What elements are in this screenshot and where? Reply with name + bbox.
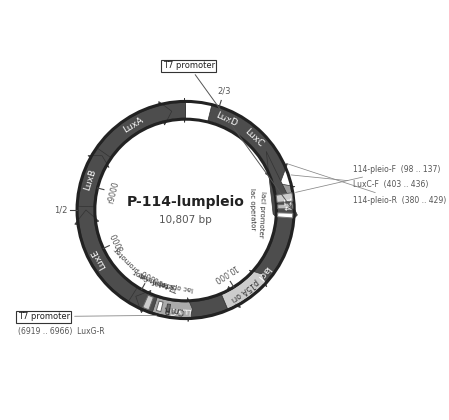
Text: LuxG: LuxG <box>168 304 191 315</box>
Text: S-Tag: S-Tag <box>156 278 176 289</box>
Text: 10,807 bp: 10,807 bp <box>159 215 212 225</box>
Text: 10,000: 10,000 <box>211 262 239 284</box>
Text: LuxE: LuxE <box>89 247 108 270</box>
Text: 114-pleio-R  (380 .. 429): 114-pleio-R (380 .. 429) <box>286 163 447 205</box>
Polygon shape <box>78 156 109 207</box>
Text: CmR: CmR <box>163 303 185 315</box>
Polygon shape <box>221 270 267 309</box>
Polygon shape <box>176 98 185 122</box>
Polygon shape <box>156 301 163 312</box>
Text: 6000: 6000 <box>139 266 160 284</box>
Text: lac operator: lac operator <box>249 188 255 230</box>
Polygon shape <box>97 102 172 158</box>
Polygon shape <box>277 204 293 209</box>
Text: p15A ori: p15A ori <box>229 277 260 303</box>
Text: T7 promoter: T7 promoter <box>163 61 292 209</box>
Text: 2/3: 2/3 <box>217 87 231 96</box>
Text: LuxC: LuxC <box>243 127 265 149</box>
Polygon shape <box>78 102 297 318</box>
Polygon shape <box>152 297 193 322</box>
Polygon shape <box>143 295 154 310</box>
Polygon shape <box>75 210 137 301</box>
Text: LuxA: LuxA <box>122 116 145 135</box>
Text: LuxD: LuxD <box>215 110 239 128</box>
Text: LuxC-F  (403 .. 436): LuxC-F (403 .. 436) <box>291 175 429 189</box>
Text: r9000: r9000 <box>106 180 121 204</box>
Polygon shape <box>77 101 294 319</box>
Text: T7 promoter: T7 promoter <box>18 312 157 321</box>
Text: 114-pleio-F  (98 .. 137): 114-pleio-F (98 .. 137) <box>295 165 441 192</box>
Text: LuxB: LuxB <box>83 168 98 192</box>
Text: T7 terminator: T7 terminator <box>132 268 179 292</box>
Text: (6919 .. 6966)  LuxG-R: (6919 .. 6966) LuxG-R <box>18 327 105 336</box>
Text: 1/2: 1/2 <box>54 205 67 215</box>
Polygon shape <box>166 304 171 312</box>
Text: lac operator: lac operator <box>151 278 194 292</box>
Text: lacI: lacI <box>255 264 272 282</box>
Polygon shape <box>208 106 287 181</box>
Text: cat promoter: cat promoter <box>114 246 150 282</box>
Polygon shape <box>136 290 228 318</box>
Polygon shape <box>277 213 293 218</box>
Polygon shape <box>271 184 295 225</box>
Polygon shape <box>276 193 293 202</box>
Text: lacI promoter: lacI promoter <box>258 191 266 237</box>
Text: 8000: 8000 <box>110 231 127 252</box>
Text: P-114-lumpleio: P-114-lumpleio <box>127 195 245 209</box>
Text: 114: 114 <box>280 197 290 211</box>
Polygon shape <box>223 226 291 307</box>
